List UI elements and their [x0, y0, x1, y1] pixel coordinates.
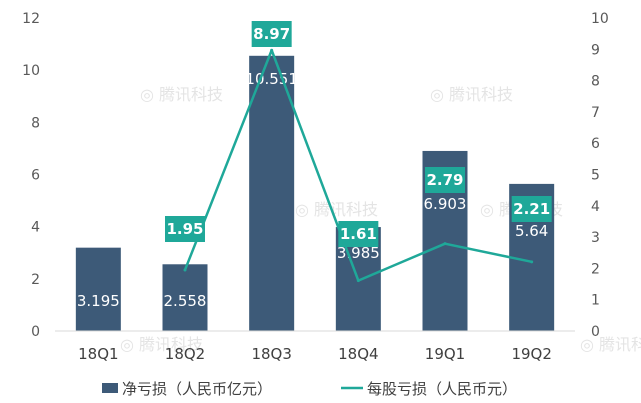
- bar-value-label: 3.195: [77, 292, 120, 310]
- eps-point: [356, 279, 360, 283]
- bar-net-loss-18Q3: [249, 55, 295, 332]
- watermark-text: ◎ 腾讯科技: [295, 200, 378, 219]
- bar-value-label: 2.558: [164, 292, 207, 310]
- y-left-tick-label: 2: [31, 272, 40, 288]
- eps-value-label: 8.97: [253, 25, 290, 43]
- eps-value-label: 1.61: [340, 225, 377, 243]
- y-right-tick-label: 5: [591, 168, 600, 184]
- bars: 3.195 2.558 10.551 3.985 6.903 5.64: [75, 55, 555, 332]
- y-right-tick-label: 4: [591, 199, 600, 215]
- y-right-tick-label: 3: [591, 230, 600, 246]
- y-left-tick-label: 4: [31, 220, 40, 236]
- eps-label-box: [251, 21, 292, 47]
- legend: 净亏损（人民币亿元） 每股亏损（人民币元）: [102, 380, 517, 398]
- y-right-tick-label: 10: [591, 11, 609, 27]
- watermark-text: ◎ 腾讯科技: [120, 335, 203, 354]
- bar-value-label: 3.985: [337, 244, 380, 262]
- eps-label-box: [338, 221, 379, 247]
- x-tick-label: 19Q2: [511, 345, 551, 363]
- y-left-tick-label: 8: [31, 115, 40, 131]
- x-tick-label: 18Q4: [338, 345, 378, 363]
- eps-value-label: 2.21: [513, 200, 550, 218]
- x-tick-label: 19Q1: [425, 345, 465, 363]
- eps-point: [183, 268, 187, 272]
- y-right-tick-label: 2: [591, 261, 600, 277]
- x-tick-label: 18Q2: [165, 345, 205, 363]
- bar-value-label: 10.551: [245, 70, 298, 88]
- eps-label-box: [425, 167, 465, 193]
- eps-label-box: [165, 216, 205, 242]
- watermark-text: ◎ 腾讯科技: [430, 85, 513, 104]
- x-tick-label: 18Q3: [251, 345, 291, 363]
- y-right-tick-label: 9: [591, 42, 600, 58]
- y-left-tick-label: 6: [31, 168, 40, 184]
- eps-value-label: 1.95: [166, 220, 203, 238]
- legend-swatch-net-loss: [102, 383, 118, 393]
- right-axis: 0 1 2 3 4 5 6 7 8 9 10: [591, 11, 609, 340]
- eps-line: 1.95 8.97 1.61 2.79 2.21: [165, 21, 552, 283]
- watermark-text: ◎ 腾讯科技: [140, 85, 223, 104]
- y-right-tick-label: 6: [591, 136, 600, 152]
- y-left-tick-label: 10: [22, 63, 40, 79]
- left-axis: 0 2 4 6 8 10 12: [22, 11, 40, 340]
- legend-label-net-loss: 净亏损（人民币亿元）: [122, 380, 272, 398]
- eps-point: [530, 260, 534, 264]
- watermark-text: ◎ 腾讯科技: [580, 335, 641, 354]
- y-right-tick-label: 0: [591, 324, 600, 340]
- watermarks: ◎ 腾讯科技◎ 腾讯科技◎ 腾讯科技◎ 腾讯科技◎ 腾讯科技◎ 腾讯科技: [120, 85, 641, 354]
- y-left-tick-label: 12: [22, 11, 40, 27]
- eps-label-box: [511, 196, 552, 222]
- x-tick-label: 18Q1: [78, 345, 118, 363]
- y-right-tick-label: 7: [591, 105, 600, 121]
- legend-label-eps: 每股亏损（人民币元）: [367, 380, 517, 398]
- y-left-tick-label: 0: [31, 324, 40, 340]
- eps-value-label: 2.79: [426, 171, 463, 189]
- eps-point: [270, 48, 274, 52]
- eps-point: [443, 242, 447, 246]
- bar-net-loss-18Q1: [75, 247, 121, 331]
- y-right-tick-label: 1: [591, 293, 600, 309]
- bar-net-loss-18Q2: [162, 264, 208, 331]
- x-axis: 18Q1 18Q2 18Q3 18Q4 19Q1 19Q2: [55, 330, 575, 363]
- bar-value-label: 5.64: [515, 222, 548, 240]
- bar-value-label: 6.903: [424, 195, 467, 213]
- y-right-tick-label: 8: [591, 74, 600, 90]
